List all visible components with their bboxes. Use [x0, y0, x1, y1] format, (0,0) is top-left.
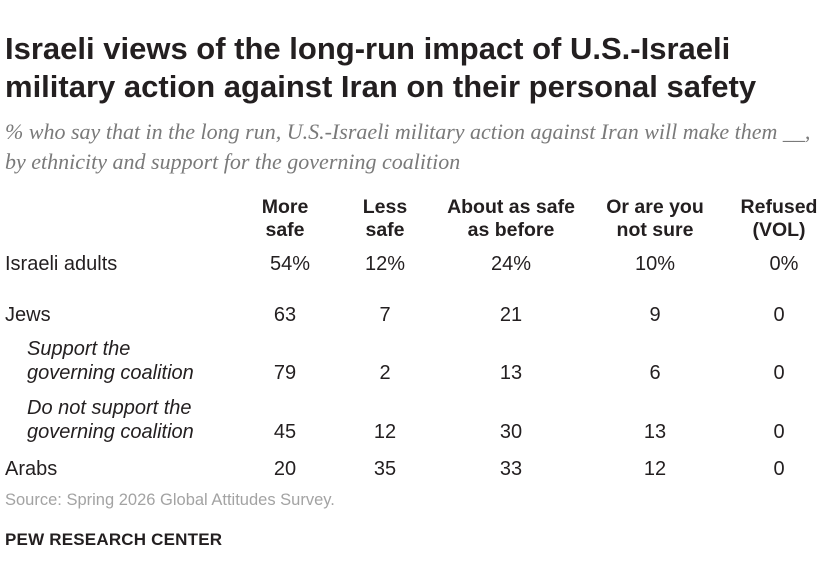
column-header-not-sure: Or are you not sure [590, 196, 720, 242]
table-cell: 20 [273, 458, 297, 480]
table-cell: 35 [373, 458, 397, 480]
row-label-line: Support the [27, 338, 131, 360]
column-header-line: Refused [740, 196, 818, 218]
table-cell: 24% [490, 253, 532, 275]
column-header-about-as-safe: About as safe as before [431, 196, 591, 242]
column-header-line: not sure [616, 219, 694, 241]
chart-subtitle: % who say that in the long run, U.S.-Isr… [5, 119, 811, 174]
table-cell: 0 [773, 421, 785, 443]
table-cell: 9 [649, 304, 661, 326]
row-label-line: Do not support the [27, 397, 192, 419]
table-cell: 45 [273, 421, 297, 443]
brand-logo-text: PEW RESEARCH CENTER [5, 530, 223, 549]
column-header-line: safe [365, 219, 405, 241]
column-header-more-safe: More safe [230, 196, 340, 242]
column-header-line: More [261, 196, 309, 218]
table-cell: 2 [379, 362, 391, 384]
row-label-arabs: Arabs [5, 458, 58, 480]
column-header-less-safe: Less safe [330, 196, 440, 242]
table-cell: 63 [273, 304, 297, 326]
table-cell: 0 [773, 458, 785, 480]
table-cell: 6 [649, 362, 661, 384]
table-cell: 7 [379, 304, 391, 326]
row-label-not-support-coalition: Do not support the governing coalition [27, 396, 194, 444]
column-header-line: About as safe [447, 196, 575, 218]
table-cell: 13 [643, 421, 667, 443]
table-cell: 21 [499, 304, 523, 326]
table-cell: 30 [499, 421, 523, 443]
row-label-line: governing coalition [27, 362, 194, 384]
table-cell: 12 [373, 421, 397, 443]
table-cell: 10% [634, 253, 676, 275]
row-label-israeli-adults: Israeli adults [5, 253, 118, 275]
table-cell: 33 [499, 458, 523, 480]
column-header-line: (VOL) [752, 219, 806, 241]
source-note: Source: Spring 2026 Global Attitudes Sur… [5, 491, 335, 509]
table-cell: 79 [273, 362, 297, 384]
table-cell: 13 [499, 362, 523, 384]
table-cell: 54% [269, 253, 311, 275]
column-header-line: as before [467, 219, 555, 241]
table-cell: 12 [643, 458, 667, 480]
column-header-line: Less [362, 196, 408, 218]
row-label-jews: Jews [5, 304, 51, 326]
column-header-line: safe [265, 219, 305, 241]
column-header-line: Or are you [606, 196, 704, 218]
row-label-line: governing coalition [27, 421, 194, 443]
column-header-refused: Refused (VOL) [724, 196, 834, 242]
row-label-support-coalition: Support the governing coalition [27, 337, 194, 385]
table-cell: 12% [364, 253, 406, 275]
table-cell: 0 [773, 304, 785, 326]
chart-title: Israeli views of the long-run impact of … [5, 31, 757, 104]
table-cell: 0% [769, 253, 799, 275]
table-cell: 0 [773, 362, 785, 384]
